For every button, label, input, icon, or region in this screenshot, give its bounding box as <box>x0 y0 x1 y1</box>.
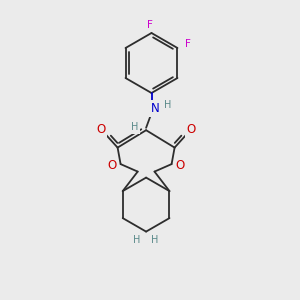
Text: H: H <box>131 122 138 132</box>
Text: F: F <box>185 39 191 50</box>
Text: H: H <box>134 235 141 245</box>
Text: O: O <box>187 123 196 136</box>
Text: O: O <box>108 159 117 172</box>
Text: F: F <box>147 20 153 30</box>
Text: N: N <box>151 102 160 115</box>
Text: H: H <box>152 235 159 245</box>
Text: O: O <box>176 159 184 172</box>
Text: O: O <box>96 123 105 136</box>
Text: H: H <box>164 100 172 110</box>
